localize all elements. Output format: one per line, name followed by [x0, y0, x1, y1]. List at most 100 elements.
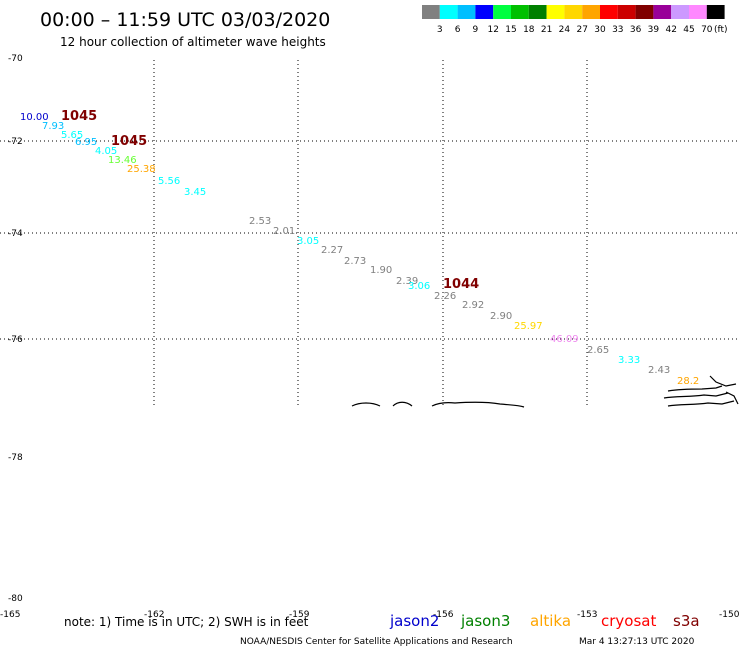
colorbar-label: 18 [523, 25, 535, 35]
satellite-legend-cryosat: cryosat [601, 612, 656, 630]
colorbar-swatch [635, 5, 654, 19]
wave-height-label: 2.92 [462, 300, 484, 311]
colorbar-label: 9 [473, 25, 479, 35]
graticule [0, 60, 740, 405]
colorbar-label: 3 [437, 25, 443, 35]
coastline [351, 375, 739, 408]
footer-timestamp: Mar 4 13:27:13 UTC 2020 [579, 637, 695, 647]
colorbar-swatch [422, 5, 440, 19]
satellite-legend-jason3: jason3 [460, 612, 510, 630]
colorbar-label: 33 [612, 25, 623, 35]
colorbar-label: 12 [487, 25, 498, 35]
colorbar-swatch [457, 5, 476, 19]
lat-label: -76 [8, 335, 23, 345]
lat-label: -72 [8, 137, 23, 147]
coastline-segment [351, 402, 381, 407]
wave-height-label: 2.01 [273, 226, 295, 237]
wave-height-label: 3.05 [297, 236, 319, 247]
latitude-labels: -70 -72 -74 -76 -78 -80 [8, 54, 23, 604]
colorbar-label: 24 [559, 25, 571, 35]
colorbar-label: 70 [701, 25, 713, 35]
satellite-legend-altika: altika [530, 612, 571, 630]
wave-height-label: 1045 [61, 109, 97, 124]
colorbar-swatch [528, 5, 547, 19]
wave-height-label: 25.97 [514, 321, 543, 332]
colorbar-swatch [475, 5, 494, 19]
colorbar-label: 6 [455, 25, 461, 35]
wave-height-label: 3.06 [408, 281, 430, 292]
coastline-segment [725, 391, 739, 405]
footer-note: note: 1) Time is in UTC; 2) SWH is in fe… [64, 615, 309, 629]
wave-height-label: 28.2 [677, 376, 699, 387]
lat-label: -70 [8, 54, 23, 64]
wave-height-label: 5.65 [61, 130, 83, 141]
wave-height-label: 2.53 [249, 216, 271, 227]
wave-height-label: 2.73 [344, 256, 366, 267]
wave-height-label: 7.93 [42, 121, 64, 132]
colorbar-swatch [582, 5, 600, 19]
wave-height-label: 25.38 [127, 164, 156, 175]
lat-label: -78 [8, 453, 23, 463]
colorbar-label: 27 [576, 25, 587, 35]
lat-label: -80 [8, 594, 23, 604]
wave-height-label: 2.26 [434, 291, 456, 302]
wave-height-label: 1045 [111, 134, 147, 149]
colorbar-swatch [564, 5, 583, 19]
colorbar-swatch [617, 5, 636, 19]
coastline-segment [709, 375, 737, 387]
colorbar-label: 30 [594, 25, 606, 35]
wave-height-label: 1.90 [370, 265, 392, 276]
colorbar-label: 45 [683, 25, 694, 35]
lon-label: -150 [719, 610, 740, 620]
coastline-segment [663, 392, 729, 399]
colorbar-swatch [653, 5, 672, 19]
colorbar-label: 36 [630, 25, 642, 35]
colorbar-swatch [671, 5, 689, 19]
wave-height-label: 13.46 [108, 155, 137, 166]
wave-height-label: 2.65 [587, 345, 609, 356]
wave-height-label: 1044 [443, 277, 479, 292]
colorbar-swatch [600, 5, 618, 19]
wave-height-label: 2.90 [490, 311, 512, 322]
wave-height-label: 2.39 [396, 276, 418, 287]
lat-label: -74 [8, 229, 23, 239]
colorbar-label: 42 [665, 25, 676, 35]
wave-height-label: 46.09 [550, 334, 579, 345]
wave-height-label: 3.45 [184, 187, 206, 198]
colorbar-label: 15 [505, 25, 516, 35]
coastline-segment [667, 385, 723, 392]
colorbar-swatch [493, 5, 511, 19]
colorbar-label: 21 [541, 25, 552, 35]
lon-label: -159 [289, 610, 310, 620]
satellite-legend: jason2 jason3 altika cryosat s3a [389, 612, 700, 630]
colorbar-swatch [706, 5, 725, 19]
wave-height-label: 6.95 [75, 137, 97, 148]
colorbar-swatch [439, 5, 458, 19]
coastline-segment [667, 400, 735, 407]
lon-label: -165 [0, 610, 20, 620]
wave-height-label: 2.27 [321, 245, 343, 256]
coastline-segment [392, 401, 413, 407]
colorbar-swatch [689, 5, 707, 19]
lon-label: -156 [433, 610, 454, 620]
wave-height-label: 2.43 [648, 365, 670, 376]
lon-label: -153 [577, 610, 597, 620]
wave-height-label: 5.56 [158, 176, 180, 187]
wave-height-label: 4.05 [95, 146, 117, 157]
colorbar-swatch [546, 5, 565, 19]
wave-height-colorbar: 3 6 9 12 15 18 21 24 27 30 33 36 39 42 45 70 [422, 5, 725, 35]
wave-height-label: 10.00 [20, 112, 49, 123]
satellite-legend-jason2: jason2 [389, 612, 439, 630]
page-subtitle: 12 hour collection of altimeter wave hei… [60, 35, 326, 49]
colorbar-label: 39 [648, 25, 660, 35]
satellite-legend-s3a: s3a [673, 612, 700, 630]
footer-credit: NOAA/NESDIS Center for Satellite Applica… [240, 637, 513, 647]
colorbar-swatch [511, 5, 529, 19]
lon-label: -162 [144, 610, 164, 620]
page-title: 00:00 – 11:59 UTC 03/03/2020 [40, 9, 330, 31]
longitude-labels: -165 -162 -159 -156 -153 -150 [0, 610, 740, 620]
coastline-segment [431, 401, 525, 408]
